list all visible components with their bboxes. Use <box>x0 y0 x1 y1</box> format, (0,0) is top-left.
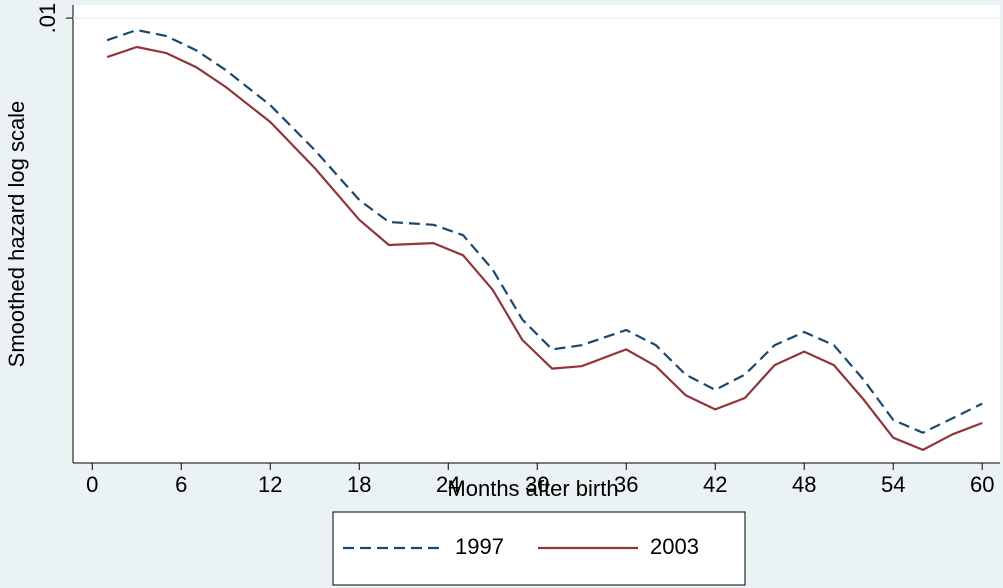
x-tick-label: 0 <box>86 472 98 497</box>
legend-label: 2003 <box>650 534 699 559</box>
legend-label: 1997 <box>455 534 504 559</box>
x-tick-label: 60 <box>970 472 994 497</box>
x-tick-label: 42 <box>703 472 727 497</box>
x-tick-label: 24 <box>436 472 460 497</box>
y-tick-label: .01 <box>35 3 60 34</box>
line-series <box>106 45 983 451</box>
x-tick-label: 12 <box>258 472 282 497</box>
plot-area <box>73 5 1000 463</box>
x-axis-label: Months after birth <box>447 476 618 501</box>
x-tick-label: 48 <box>792 472 816 497</box>
x-tick-label: 54 <box>881 472 905 497</box>
x-tick-label: 36 <box>614 472 638 497</box>
x-tick-label: 18 <box>347 472 371 497</box>
x-tick-label: 30 <box>525 472 549 497</box>
line-series <box>106 28 983 434</box>
x-tick-label: 6 <box>175 472 187 497</box>
y-axis-label: Smoothed hazard log scale <box>4 101 29 368</box>
